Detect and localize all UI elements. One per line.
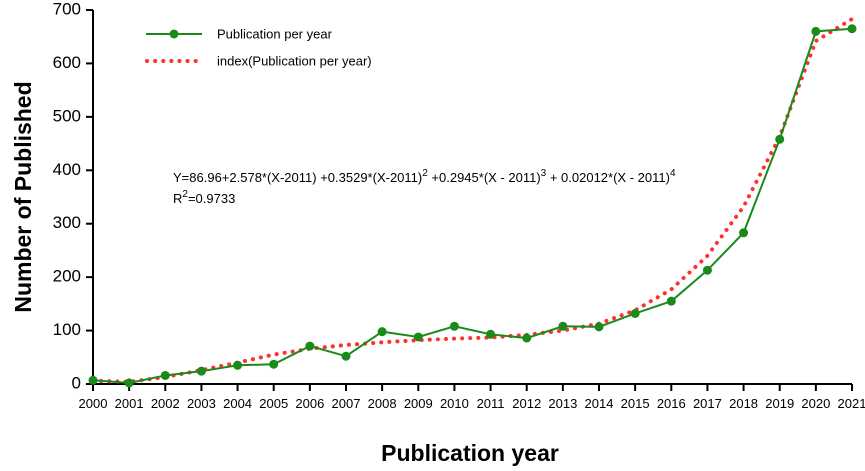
data-point-observed — [413, 332, 423, 342]
x-tick-label: 2008 — [368, 396, 397, 411]
x-tick-label: 2019 — [765, 396, 794, 411]
legend-item-observed: Publication per year — [146, 27, 333, 42]
x-tick-label: 2014 — [585, 396, 614, 411]
data-point-observed — [702, 265, 712, 275]
data-point-observed — [811, 26, 821, 36]
regression-annotation: Y=86.96+2.578*(X-2011) +0.3529*(X-2011)2… — [173, 168, 676, 206]
x-axis-title: Publication year — [381, 440, 559, 466]
x-tick-label: 2004 — [223, 396, 252, 411]
data-point-observed — [124, 378, 134, 388]
x-tick-label: 2001 — [115, 396, 144, 411]
series-line-fit — [91, 17, 854, 384]
y-tick-label: 400 — [53, 160, 81, 179]
data-point-observed — [739, 228, 749, 238]
y-tick-label: 100 — [53, 320, 81, 339]
legend-label-observed: Publication per year — [217, 27, 333, 42]
y-tick-label: 500 — [53, 106, 81, 125]
x-tick-label: 2011 — [477, 396, 505, 411]
data-point-observed — [775, 134, 785, 144]
y-tick-label: 700 — [53, 0, 81, 18]
x-tick-label: 2017 — [693, 396, 722, 411]
data-point-observed — [269, 359, 279, 369]
data-point-observed — [630, 308, 640, 318]
data-point-observed — [341, 351, 351, 361]
data-point-observed — [666, 296, 676, 306]
y-axis-title: Number of Published — [10, 81, 36, 312]
data-point-observed — [449, 321, 459, 331]
x-tick-label: 2003 — [187, 396, 216, 411]
data-point-observed — [377, 327, 387, 337]
y-tick-label: 300 — [53, 213, 81, 232]
legend-item-fit: index(Publication per year) — [145, 54, 372, 69]
data-point-observed — [522, 333, 532, 343]
x-tick-label: 2007 — [332, 396, 361, 411]
series-line-observed — [92, 27, 853, 384]
x-tick-label: 2009 — [404, 396, 433, 411]
data-point-observed — [558, 321, 568, 331]
data-point-observed — [486, 329, 496, 339]
x-ticks: 2000 2001 2002 2003 2004 2005 2006 2007 2008 2009… — [79, 384, 865, 411]
x-tick-label: 2010 — [440, 396, 469, 411]
data-point-observed — [88, 375, 98, 385]
y-ticks: 0 100 200 300 400 500 600 700 — [53, 0, 93, 392]
x-tick-label: 2000 — [79, 396, 108, 411]
regression-equation: Y=86.96+2.578*(X-2011) +0.3529*(X-2011)2… — [173, 168, 676, 185]
x-tick-label: 2006 — [295, 396, 324, 411]
x-tick-label: 2012 — [512, 396, 541, 411]
x-tick-label: 2020 — [801, 396, 830, 411]
series — [88, 17, 857, 388]
legend: Publication per year index(Publication p… — [145, 27, 372, 69]
x-tick-label: 2016 — [657, 396, 686, 411]
r-squared-value: R2=0.9733 — [173, 189, 235, 206]
data-point-observed — [233, 360, 243, 370]
y-tick-label: 200 — [53, 267, 81, 286]
data-point-observed — [196, 366, 206, 376]
x-tick-label: 2013 — [548, 396, 577, 411]
x-tick-label: 2015 — [621, 396, 650, 411]
x-tick-label: 2002 — [151, 396, 180, 411]
y-tick-label: 0 — [72, 373, 81, 392]
x-tick-label: 2021 — [838, 396, 865, 411]
x-tick-label: 2018 — [729, 396, 758, 411]
axes — [92, 10, 852, 385]
data-point-observed — [594, 322, 604, 332]
legend-label-fit: index(Publication per year) — [217, 54, 372, 69]
x-tick-label: 2005 — [259, 396, 288, 411]
y-tick-label: 600 — [53, 53, 81, 72]
data-point-observed — [847, 24, 857, 34]
data-point-observed — [160, 370, 170, 380]
legend-marker-observed — [169, 29, 179, 39]
data-point-observed — [305, 341, 315, 351]
